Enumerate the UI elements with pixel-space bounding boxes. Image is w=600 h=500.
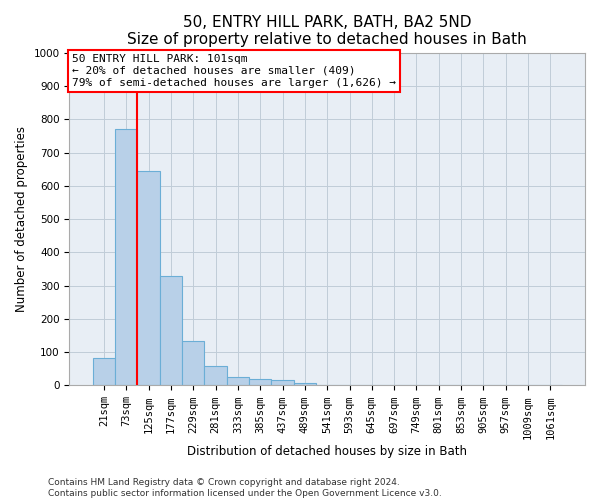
Title: 50, ENTRY HILL PARK, BATH, BA2 5ND
Size of property relative to detached houses : 50, ENTRY HILL PARK, BATH, BA2 5ND Size … (127, 15, 527, 48)
X-axis label: Distribution of detached houses by size in Bath: Distribution of detached houses by size … (187, 444, 467, 458)
Bar (249, 379, 271, 386)
Bar (294, 383, 316, 386)
Bar (227, 377, 249, 386)
Bar (115, 130, 137, 386)
Bar (137, 171, 160, 386)
Bar (182, 340, 205, 386)
Text: 50 ENTRY HILL PARK: 101sqm
← 20% of detached houses are smaller (409)
79% of sem: 50 ENTRY HILL PARK: 101sqm ← 20% of deta… (72, 54, 396, 88)
Y-axis label: Number of detached properties: Number of detached properties (15, 126, 28, 312)
Bar (271, 380, 294, 386)
Bar (93, 358, 115, 386)
Bar (160, 276, 182, 386)
Text: Contains HM Land Registry data © Crown copyright and database right 2024.
Contai: Contains HM Land Registry data © Crown c… (48, 478, 442, 498)
Bar (205, 366, 227, 386)
